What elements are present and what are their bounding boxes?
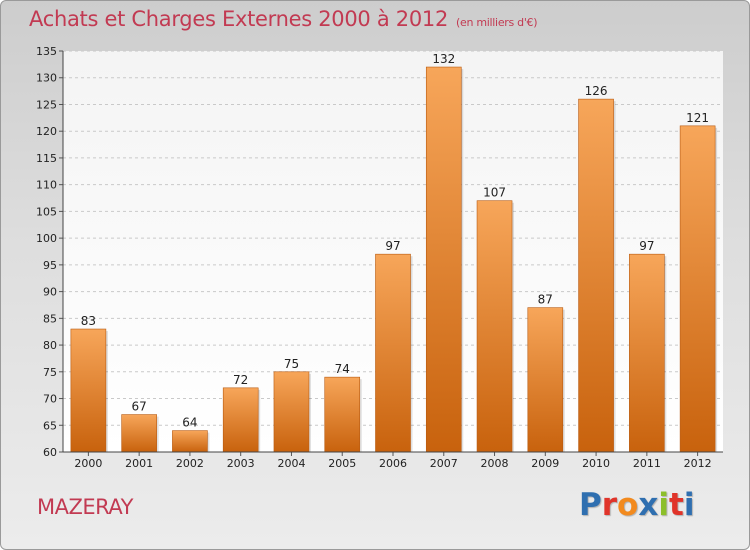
- bar-value-label: 75: [284, 357, 299, 371]
- logo-letter: i: [683, 487, 695, 523]
- logo-letter: r: [601, 487, 618, 523]
- logo-letter: x: [638, 487, 659, 523]
- bar: [425, 66, 462, 453]
- y-tick-label: 60: [43, 446, 57, 459]
- bar-value-label: 64: [182, 416, 197, 430]
- proxiti-logo: Proxiti: [579, 487, 694, 523]
- y-tick-label: 70: [43, 393, 57, 406]
- bar-value-label: 97: [385, 239, 400, 253]
- bar: [324, 376, 361, 453]
- x-tick-label: 2006: [379, 457, 407, 470]
- y-tick-label: 125: [36, 98, 57, 111]
- bar: [679, 125, 716, 453]
- chart-title-text: Achats et Charges Externes 2000 à 2012: [29, 7, 449, 31]
- bar: [172, 430, 208, 453]
- bar-value-label: 83: [81, 314, 96, 328]
- y-tick-label: 100: [36, 232, 57, 245]
- y-tick-label: 110: [36, 179, 57, 192]
- x-tick-label: 2001: [125, 457, 153, 470]
- y-tick-label: 130: [36, 72, 57, 85]
- bar-value-label: 132: [432, 52, 455, 66]
- x-tick-label: 2008: [481, 457, 509, 470]
- logo-letter: o: [617, 487, 639, 523]
- logo-letter: P: [579, 487, 602, 523]
- x-tick-label: 2012: [684, 457, 712, 470]
- bar-value-label: 121: [686, 111, 709, 125]
- y-tick-label: 80: [43, 339, 57, 352]
- logo-letter: t: [668, 487, 684, 523]
- bar: [527, 307, 564, 453]
- place-name: MAZERAY: [37, 495, 133, 519]
- y-tick-label: 115: [36, 152, 57, 165]
- bar: [70, 328, 107, 453]
- x-tick-label: 2005: [328, 457, 356, 470]
- y-tick-label: 65: [43, 419, 57, 432]
- bar-value-label: 74: [335, 362, 350, 376]
- bar: [375, 253, 411, 453]
- bar-value-label: 72: [233, 373, 248, 387]
- bar: [578, 98, 614, 453]
- x-tick-label: 2002: [176, 457, 204, 470]
- chart-title: Achats et Charges Externes 2000 à 2012 (e…: [29, 7, 538, 31]
- x-tick-label: 2000: [74, 457, 102, 470]
- bar-value-label: 107: [483, 186, 506, 200]
- bar: [629, 253, 665, 453]
- y-tick-label: 90: [43, 286, 57, 299]
- y-tick-label: 75: [43, 366, 57, 379]
- x-tick-label: 2007: [430, 457, 458, 470]
- x-tick-label: 2004: [277, 457, 305, 470]
- bar-value-label: 126: [585, 84, 608, 98]
- axes: 60 65 70 75 80 85 90 95 100 105 110 115 120 125 130 135…: [36, 45, 723, 470]
- y-tick-label: 105: [36, 205, 57, 218]
- bar: [121, 414, 157, 453]
- bar-value-label: 67: [132, 400, 147, 414]
- x-tick-label: 2011: [633, 457, 661, 470]
- bar-value-label: 97: [639, 239, 654, 253]
- y-tick-label: 135: [36, 45, 57, 58]
- chart-subtitle: (en milliers d'€): [456, 16, 538, 29]
- logo-letter: i: [658, 487, 669, 523]
- x-tick-label: 2003: [227, 457, 255, 470]
- bar: [222, 387, 259, 453]
- bar-value-label: 87: [538, 293, 553, 307]
- y-tick-label: 95: [43, 259, 57, 272]
- bar: [273, 371, 310, 453]
- x-tick-label: 2010: [582, 457, 610, 470]
- bar: [476, 200, 513, 453]
- y-tick-label: 85: [43, 312, 57, 325]
- y-tick-label: 120: [36, 125, 57, 138]
- x-tick-label: 2009: [531, 457, 559, 470]
- bars: 83 67 64 72 75 74 97 132 107 87 126 97 121: [70, 52, 718, 453]
